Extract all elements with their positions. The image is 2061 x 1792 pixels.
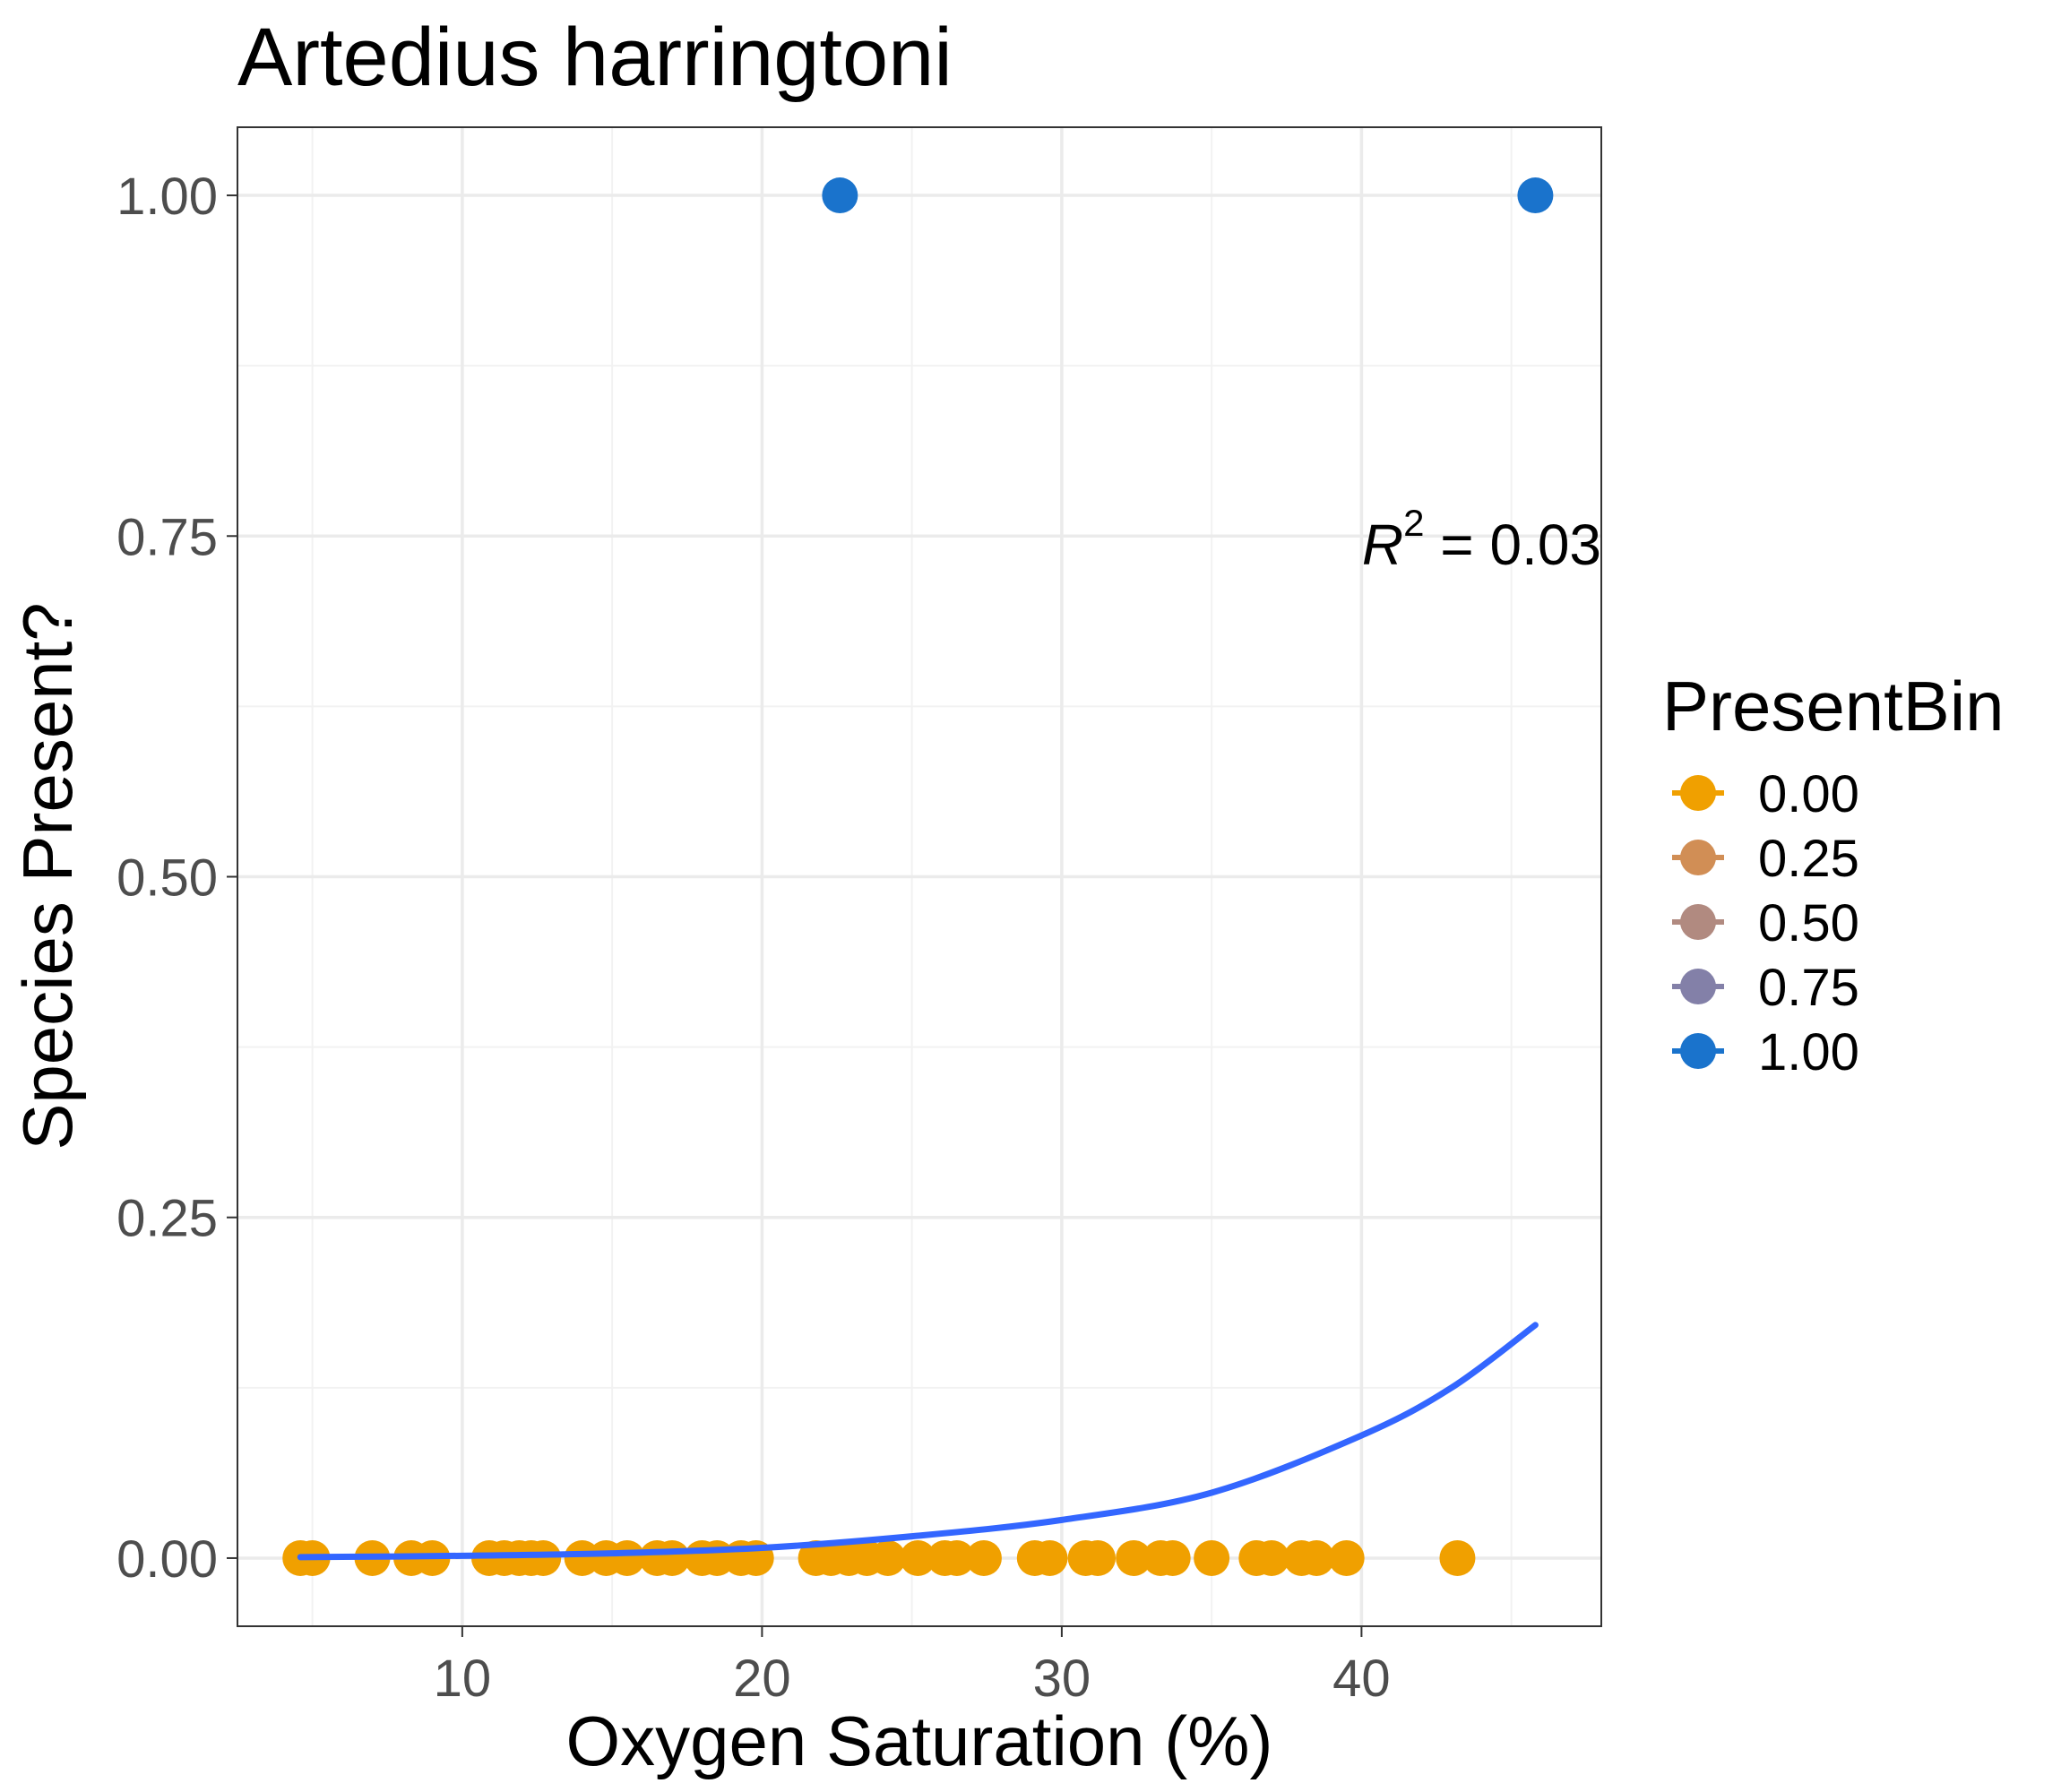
- major-grid: [237, 127, 1601, 1626]
- legend: PresentBin 0.00 0.25 0.50 0.75 1.00: [1662, 667, 2005, 1081]
- y-tick-label: 0.00: [116, 1530, 218, 1589]
- data-point: [1254, 1539, 1290, 1576]
- r2-annotation: R2 = 0.03: [1362, 502, 1601, 577]
- legend-key-point: [1680, 1033, 1716, 1069]
- y-axis-ticks: 0.00 0.25 0.50 0.75 1.00: [116, 168, 237, 1589]
- legend-key-point: [1680, 775, 1716, 811]
- data-point: [1517, 177, 1554, 214]
- data-point: [608, 1539, 645, 1576]
- points-layer: [282, 177, 1554, 1576]
- x-tick-label: 30: [1033, 1650, 1091, 1708]
- x-axis-ticks: 10 20 30 40: [434, 1626, 1391, 1708]
- legend-key-point: [1680, 840, 1716, 875]
- data-point: [1154, 1539, 1191, 1576]
- data-point: [1439, 1539, 1476, 1576]
- y-tick-label: 0.50: [116, 849, 218, 908]
- y-tick-label: 0.75: [116, 508, 218, 566]
- data-point: [822, 177, 858, 214]
- data-point: [1116, 1539, 1152, 1576]
- data-point: [938, 1539, 975, 1576]
- data-point: [1194, 1539, 1230, 1576]
- r2-exponent: 2: [1403, 502, 1424, 544]
- r2-value: = 0.03: [1425, 513, 1602, 577]
- legend-key-point: [1680, 904, 1716, 940]
- fit-curve: [297, 1322, 1539, 1561]
- legend-entries: 0.00 0.25 0.50 0.75 1.00: [1672, 765, 1859, 1081]
- legend-label: 0.00: [1758, 765, 1859, 823]
- y-tick-label: 1.00: [116, 168, 218, 226]
- data-point: [869, 1539, 906, 1576]
- y-tick-label: 0.25: [116, 1190, 218, 1248]
- data-point: [1298, 1539, 1335, 1576]
- data-point: [965, 1539, 1002, 1576]
- legend-label: 0.75: [1758, 959, 1859, 1017]
- data-point: [1031, 1539, 1068, 1576]
- legend-title: PresentBin: [1662, 667, 2005, 745]
- data-point: [900, 1539, 936, 1576]
- chart-title: Artedius harringtoni: [237, 12, 953, 103]
- legend-label: 1.00: [1758, 1023, 1859, 1081]
- data-point: [525, 1539, 562, 1576]
- y-axis-title: Species Present?: [8, 602, 87, 1150]
- x-tick-label: 10: [434, 1650, 492, 1708]
- data-point: [1080, 1539, 1117, 1576]
- x-axis-title: Oxygen Saturation (%): [565, 1702, 1272, 1780]
- legend-label: 0.25: [1758, 830, 1859, 888]
- data-point: [1328, 1539, 1365, 1576]
- legend-label: 0.50: [1758, 894, 1859, 952]
- r2-symbol: R: [1362, 513, 1403, 577]
- x-tick-label: 40: [1332, 1650, 1391, 1708]
- legend-key-point: [1680, 969, 1716, 1004]
- x-tick-label: 20: [733, 1650, 791, 1708]
